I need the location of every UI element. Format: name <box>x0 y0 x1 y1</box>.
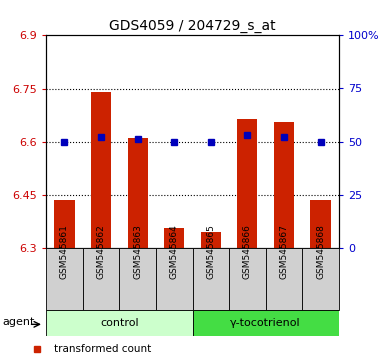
Text: GSM545867: GSM545867 <box>280 224 288 279</box>
Text: GSM545862: GSM545862 <box>97 224 105 279</box>
Text: transformed count: transformed count <box>54 344 151 354</box>
FancyBboxPatch shape <box>119 248 156 310</box>
FancyBboxPatch shape <box>156 248 192 310</box>
FancyBboxPatch shape <box>229 248 266 310</box>
Text: γ-tocotrienol: γ-tocotrienol <box>230 318 301 328</box>
Bar <box>310 200 331 248</box>
Text: control: control <box>100 318 139 328</box>
Bar <box>164 228 184 248</box>
Text: GSM545868: GSM545868 <box>316 224 325 279</box>
FancyBboxPatch shape <box>192 248 229 310</box>
Text: GSM545865: GSM545865 <box>206 224 215 279</box>
FancyBboxPatch shape <box>46 248 83 310</box>
FancyBboxPatch shape <box>83 248 119 310</box>
Text: GSM545861: GSM545861 <box>60 224 69 279</box>
Text: GSM545863: GSM545863 <box>133 224 142 279</box>
Text: GSM545866: GSM545866 <box>243 224 252 279</box>
Bar <box>274 122 294 248</box>
FancyBboxPatch shape <box>46 310 192 336</box>
Bar <box>237 119 258 248</box>
Bar <box>127 138 148 248</box>
Text: GSM545864: GSM545864 <box>170 224 179 279</box>
Text: agent: agent <box>2 317 35 327</box>
FancyBboxPatch shape <box>192 310 339 336</box>
Bar <box>54 200 75 248</box>
FancyBboxPatch shape <box>266 248 302 310</box>
Text: GDS4059 / 204729_s_at: GDS4059 / 204729_s_at <box>109 19 276 34</box>
Bar <box>91 92 111 248</box>
Bar <box>201 232 221 248</box>
FancyBboxPatch shape <box>302 248 339 310</box>
